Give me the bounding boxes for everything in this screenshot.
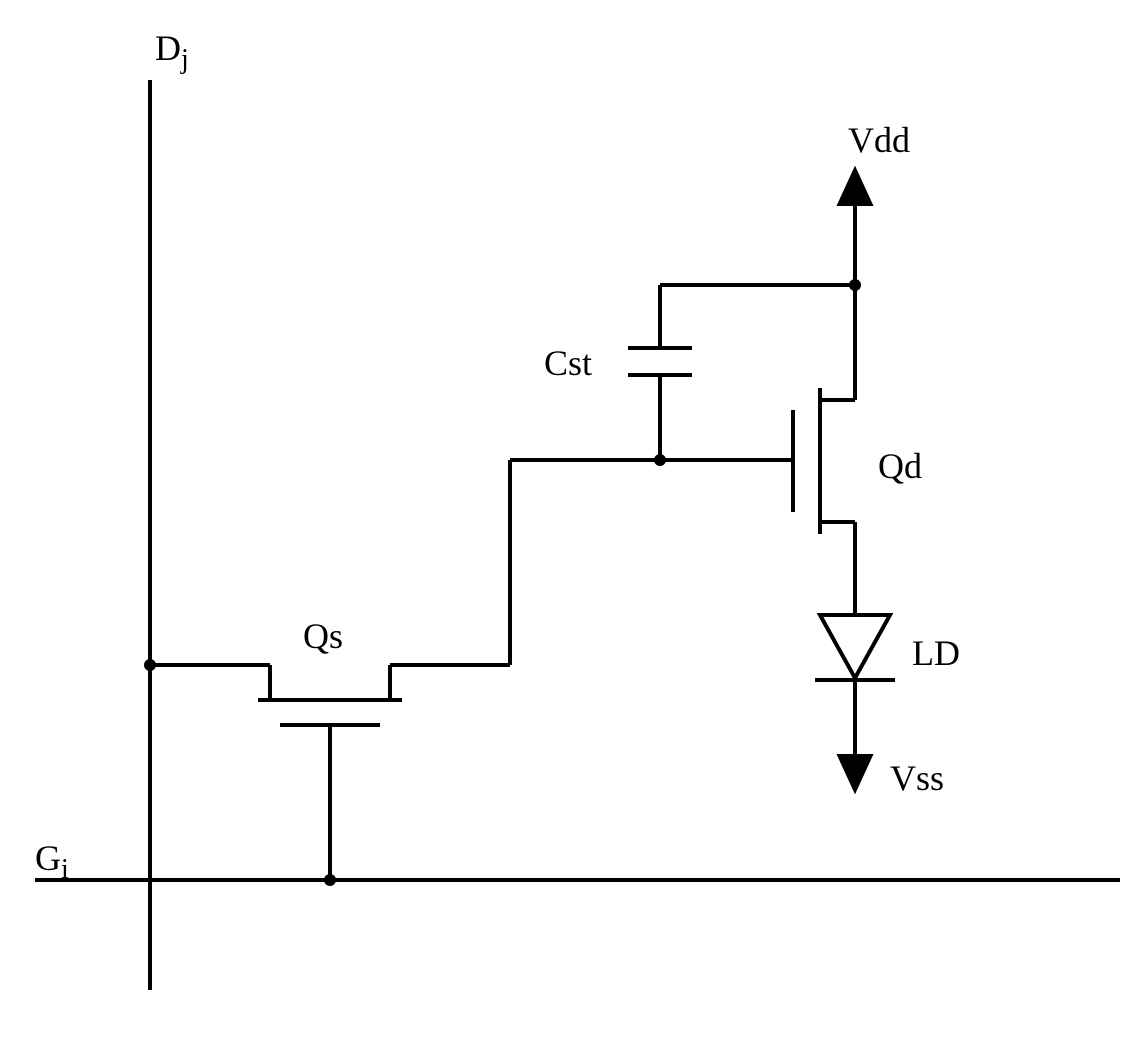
capacitor-cst bbox=[628, 285, 692, 460]
label-cst: Cst bbox=[544, 343, 592, 383]
label-gi: Gi bbox=[35, 838, 69, 885]
transistor-qs bbox=[258, 665, 402, 886]
label-ld: LD bbox=[912, 633, 960, 673]
label-qd: Qd bbox=[878, 446, 922, 486]
supply-vdd bbox=[838, 168, 872, 285]
circuit-diagram: Dj Gi Qs Cst bbox=[0, 0, 1144, 1052]
label-dj: Dj bbox=[155, 28, 189, 75]
transistor-qd bbox=[790, 388, 855, 534]
label-vdd: Vdd bbox=[848, 120, 910, 160]
label-qs: Qs bbox=[303, 616, 343, 656]
supply-vss bbox=[838, 680, 872, 792]
label-vss: Vss bbox=[890, 758, 944, 798]
led-ld bbox=[815, 615, 895, 680]
